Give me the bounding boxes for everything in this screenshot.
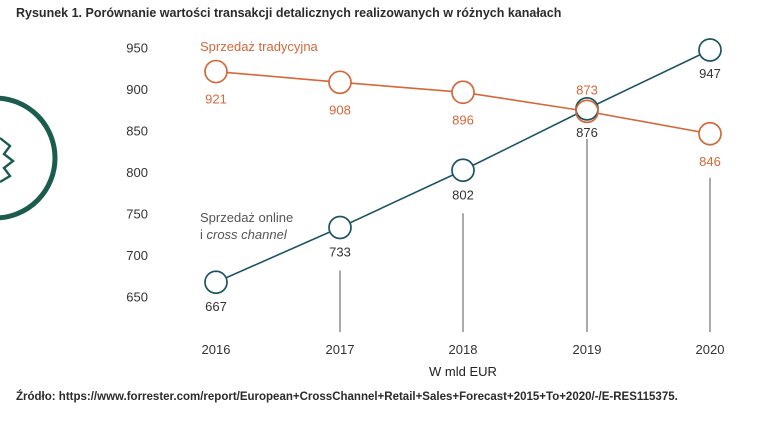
series-label-online-line2: i cross channel (200, 227, 288, 242)
point-traditional (451, 80, 475, 105)
figure-title: Rysunek 1. Porównanie wartości transakcj… (16, 6, 562, 20)
point-traditional (328, 70, 352, 95)
series-label-online-prefix: i (200, 227, 207, 242)
y-tick-label: 850 (126, 123, 148, 138)
point-online (698, 38, 722, 62)
y-axis-ticks: 650 700 750 800 850 900 950 (126, 40, 148, 304)
y-tick-label: 700 (126, 248, 148, 263)
data-label-traditional: 873 (576, 82, 598, 97)
data-label-traditional: 896 (452, 112, 474, 127)
point-online (204, 270, 228, 295)
data-label-traditional: 908 (329, 102, 351, 117)
data-label-online: 733 (329, 244, 351, 259)
x-tick-label: 2016 (202, 342, 231, 357)
series-label-traditional: Sprzedaż tradycyjna (200, 39, 319, 54)
y-tick-label: 650 (126, 289, 148, 304)
decorative-badge-icon (0, 95, 58, 221)
data-label-traditional: 846 (699, 154, 721, 169)
x-tick-label: 2017 (326, 342, 355, 357)
point-traditional (575, 99, 599, 124)
x-axis-ticks: 2016 2017 2018 2019 2020 (202, 342, 725, 357)
point-online (451, 158, 475, 183)
point-traditional (698, 121, 722, 146)
figure-source: Źródło: https://www.forrester.com/report… (16, 391, 678, 403)
x-tick-label: 2020 (696, 342, 725, 357)
x-tick-label: 2018 (449, 342, 478, 357)
series-label-online-italic: cross channel (207, 227, 288, 242)
data-label-online: 876 (576, 125, 598, 140)
y-tick-label: 800 (126, 165, 148, 180)
data-labels: 921 908 896 873 846 667 733 802 876 947 (205, 66, 721, 314)
series-label-online: Sprzedaż online (200, 210, 293, 225)
point-traditional (204, 59, 228, 84)
series-label-online-line1: Sprzedaż online (200, 210, 293, 225)
x-axis-title: W mld EUR (429, 364, 497, 379)
data-label-traditional: 921 (205, 92, 227, 107)
y-tick-label: 750 (126, 206, 148, 221)
data-label-online: 802 (452, 187, 474, 202)
y-tick-label: 900 (126, 82, 148, 97)
data-label-online: 667 (205, 299, 227, 314)
x-tick-label: 2019 (573, 342, 602, 357)
series-points (204, 38, 722, 295)
guide-lines (339, 138, 711, 332)
point-online (328, 215, 352, 240)
data-label-online: 947 (699, 66, 721, 81)
y-tick-label: 950 (126, 40, 148, 55)
